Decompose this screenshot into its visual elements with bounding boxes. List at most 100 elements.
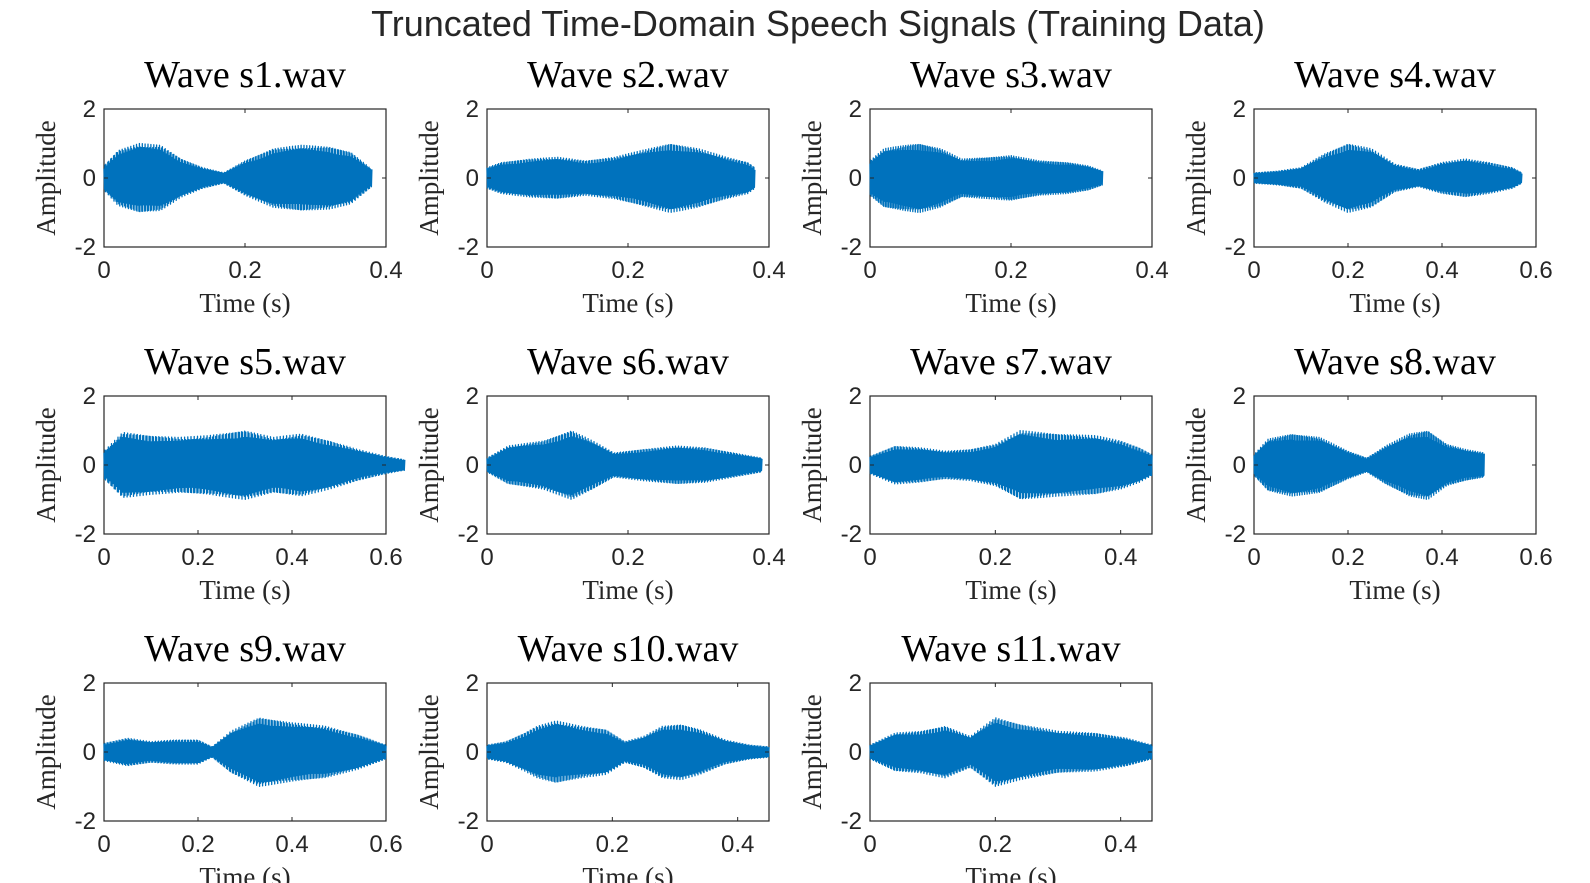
x-axis-label: Time (s) — [199, 288, 290, 318]
x-tick-label: 0.2 — [228, 257, 261, 284]
subplot-title: Wave s10.wav — [518, 628, 739, 670]
y-tick-label: -2 — [75, 521, 96, 548]
y-axis-label: Amplitude — [1181, 120, 1211, 236]
x-tick-label: 0.2 — [611, 257, 644, 284]
x-tick-label: 0 — [863, 257, 876, 284]
x-tick-label: 0.2 — [979, 831, 1012, 858]
waveform-line — [103, 717, 387, 788]
x-axis-label: Time (s) — [582, 288, 673, 318]
y-tick-label: 0 — [83, 452, 96, 479]
x-tick-label: 0.6 — [369, 831, 402, 858]
x-axis-label: Time (s) — [582, 862, 673, 883]
x-tick-label: 0 — [1247, 544, 1260, 571]
y-tick-label: 2 — [849, 670, 862, 697]
y-tick-label: 0 — [466, 739, 479, 766]
subplot-title: Wave s3.wav — [910, 54, 1112, 96]
y-tick-label: 2 — [83, 96, 96, 123]
waveform-line — [1253, 143, 1523, 213]
waveform-line — [869, 143, 1104, 213]
waveform-line — [869, 717, 1153, 787]
x-tick-label: 0 — [97, 257, 110, 284]
x-axis-label: Time (s) — [965, 575, 1056, 605]
x-tick-label: 0 — [480, 257, 493, 284]
x-tick-label: 0 — [97, 831, 110, 858]
x-tick-label: 0.4 — [1135, 257, 1168, 284]
y-tick-label: 0 — [466, 452, 479, 479]
y-tick-label: 0 — [466, 165, 479, 192]
x-tick-label: 0.4 — [752, 257, 785, 284]
y-tick-label: 2 — [83, 670, 96, 697]
x-axis-label: Time (s) — [965, 862, 1056, 883]
waveform-line — [486, 720, 770, 783]
y-tick-label: 2 — [466, 383, 479, 410]
x-tick-label: 0.6 — [1519, 544, 1552, 571]
y-tick-label: 0 — [849, 739, 862, 766]
waveform-line — [1253, 430, 1485, 500]
y-tick-label: -2 — [1225, 521, 1246, 548]
x-tick-label: 0.4 — [1104, 831, 1137, 858]
y-tick-label: 0 — [83, 739, 96, 766]
y-tick-label: -2 — [458, 521, 479, 548]
subplot-title: Wave s2.wav — [527, 54, 729, 96]
x-tick-label: 0.6 — [369, 544, 402, 571]
y-axis-label: Amplitude — [797, 120, 827, 236]
x-tick-label: 0.2 — [1331, 544, 1364, 571]
y-tick-label: 2 — [466, 670, 479, 697]
x-tick-label: 0.2 — [1331, 257, 1364, 284]
x-axis-label: Time (s) — [199, 575, 290, 605]
y-tick-label: -2 — [1225, 234, 1246, 261]
subplot-title: Wave s5.wav — [144, 341, 346, 383]
x-tick-label: 0 — [1247, 257, 1260, 284]
y-tick-label: -2 — [841, 234, 862, 261]
x-axis-label: Time (s) — [1349, 575, 1440, 605]
y-axis-label: Amplitude — [31, 407, 61, 523]
x-tick-label: 0.2 — [994, 257, 1027, 284]
x-tick-label: 0.4 — [275, 544, 308, 571]
x-axis-label: Time (s) — [582, 575, 673, 605]
x-tick-label: 0.4 — [275, 831, 308, 858]
waveform-line — [486, 144, 756, 213]
x-tick-label: 0.2 — [181, 831, 214, 858]
y-tick-label: -2 — [841, 521, 862, 548]
y-axis-label: Amplitude — [797, 407, 827, 523]
x-tick-label: 0.2 — [611, 544, 644, 571]
x-tick-label: 0.4 — [721, 831, 754, 858]
x-tick-label: 0.2 — [596, 831, 629, 858]
y-tick-label: -2 — [458, 234, 479, 261]
y-axis-label: Amplitude — [1181, 407, 1211, 523]
y-axis-label: Amplitude — [414, 694, 444, 810]
subplot-title: Wave s9.wav — [144, 628, 346, 670]
y-tick-label: -2 — [75, 808, 96, 835]
x-tick-label: 0 — [480, 831, 493, 858]
y-tick-label: 2 — [83, 383, 96, 410]
y-tick-label: -2 — [458, 808, 479, 835]
y-tick-label: 2 — [1233, 383, 1246, 410]
x-axis-label: Time (s) — [199, 862, 290, 883]
x-tick-label: 0.2 — [181, 544, 214, 571]
x-tick-label: 0.4 — [1425, 257, 1458, 284]
waveform-line — [103, 430, 406, 501]
waveform-line — [103, 142, 373, 213]
y-tick-label: 2 — [849, 383, 862, 410]
x-tick-label: 0.4 — [1104, 544, 1137, 571]
y-tick-label: -2 — [75, 234, 96, 261]
x-tick-label: 0.4 — [1425, 544, 1458, 571]
y-axis-label: Amplitude — [31, 120, 61, 236]
y-tick-label: 0 — [849, 165, 862, 192]
x-tick-label: 0.6 — [1519, 257, 1552, 284]
y-axis-label: Amplitude — [797, 694, 827, 810]
x-tick-label: 0 — [97, 544, 110, 571]
y-tick-label: 0 — [1233, 452, 1246, 479]
x-tick-label: 0 — [480, 544, 493, 571]
y-tick-label: 0 — [1233, 165, 1246, 192]
x-tick-label: 0.4 — [752, 544, 785, 571]
waveform-line — [486, 430, 763, 500]
y-tick-label: -2 — [841, 808, 862, 835]
